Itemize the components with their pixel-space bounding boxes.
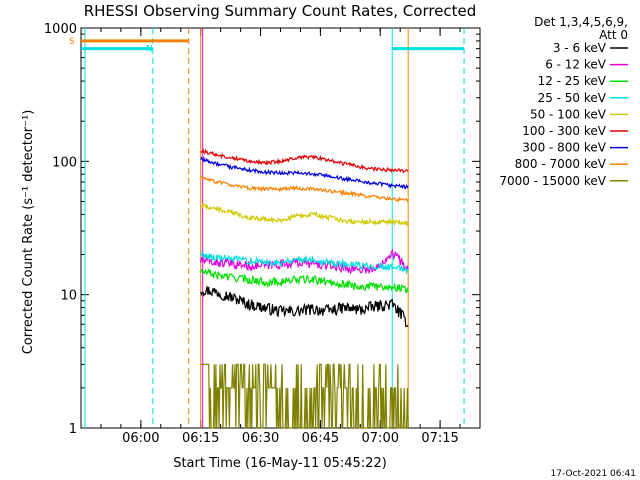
series-line bbox=[200, 248, 409, 275]
x-tick-label: 06:00 bbox=[122, 431, 159, 446]
series-line bbox=[200, 286, 409, 328]
series-line bbox=[200, 147, 409, 174]
y-tick-label: 1000 bbox=[44, 22, 77, 37]
legend-entry-label: 300 - 800 keV bbox=[522, 141, 606, 155]
legend-header: Det 1,3,4,5,6,9, bbox=[534, 15, 628, 29]
series-line bbox=[200, 156, 409, 190]
series-line bbox=[200, 268, 409, 294]
series-line bbox=[200, 176, 409, 203]
legend-entry-label: 100 - 300 keV bbox=[522, 124, 606, 138]
x-tick-label: 06:15 bbox=[182, 431, 219, 446]
x-tick-label: 06:45 bbox=[302, 431, 339, 446]
plot-area: 06:00 06:15 06:30 06:45 07:00 07:15 1000 100 10 1… bbox=[44, 22, 481, 446]
x-tick-label: 07:15 bbox=[421, 431, 458, 446]
series-line bbox=[200, 250, 409, 275]
x-axis-label: Start Time (16-May-11 05:45:22) bbox=[173, 456, 387, 471]
series-line bbox=[200, 363, 409, 429]
y-tick-label: 10 bbox=[60, 289, 77, 304]
legend-entry-label: 6 - 12 keV bbox=[545, 58, 607, 72]
plot-frame bbox=[80, 27, 481, 429]
y-tick-label: 1 bbox=[69, 422, 77, 437]
series-line bbox=[200, 202, 409, 227]
x-tick-label: 07:00 bbox=[362, 431, 399, 446]
legend-entry-label: 25 - 50 keV bbox=[538, 91, 607, 105]
flag-label: N bbox=[146, 45, 153, 55]
legend-entry-label: 12 - 25 keV bbox=[538, 74, 607, 88]
chart-title: RHESSI Observing Summary Count Rates, Co… bbox=[84, 2, 477, 20]
legend-entry-label: 3 - 6 keV bbox=[553, 41, 607, 55]
legend-header: Att 0 bbox=[599, 28, 628, 42]
legend-entry-label: 50 - 100 keV bbox=[530, 107, 607, 121]
legend: Det 1,3,4,5,6,9,Att 03 - 6 keV 6 - 12 keV… bbox=[499, 15, 628, 188]
y-tick-label: 100 bbox=[52, 155, 77, 170]
generated-timestamp: 17-Oct-2021 06:41 bbox=[551, 469, 636, 479]
x-tick-label: 06:30 bbox=[242, 431, 279, 446]
legend-entry-label: 800 - 7000 keV bbox=[515, 157, 607, 171]
flag-label: S bbox=[69, 37, 75, 47]
legend-entry-label: 7000 - 15000 keV bbox=[499, 174, 606, 188]
y-axis-label: Corrected Count Rate (s⁻¹ detector⁻¹) bbox=[21, 110, 36, 355]
